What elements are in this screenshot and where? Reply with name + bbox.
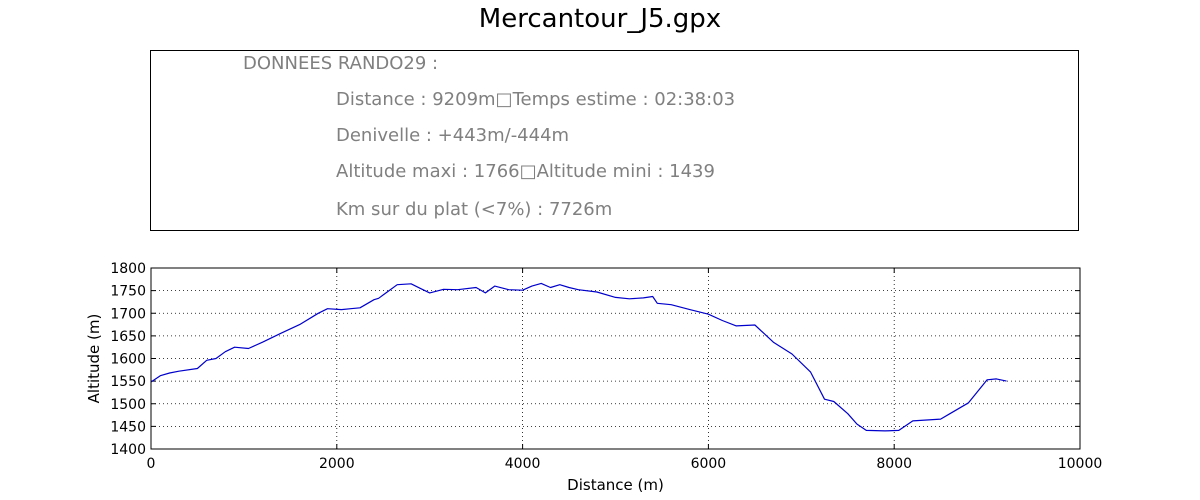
grid xyxy=(150,267,1081,450)
info-line-plat: Km sur du plat (<7%) : 7726m xyxy=(336,199,613,220)
y-tick-label: 1500 xyxy=(110,397,146,413)
y-tick-label: 1400 xyxy=(110,442,146,458)
y-tick-label: 1550 xyxy=(110,374,146,390)
y-axis-label: Altitude (m) xyxy=(85,314,103,404)
y-tick-label: 1450 xyxy=(110,419,146,435)
x-tick-label: 10000 xyxy=(1058,456,1103,472)
chart-title: Mercantour_J5.gpx xyxy=(478,4,722,34)
x-tick-label: 6000 xyxy=(691,456,727,472)
altitude-line xyxy=(150,282,1007,432)
info-line-distance: Distance : 9209m□Temps estime : 02:38:03 xyxy=(336,89,736,110)
x-tick-label: 2000 xyxy=(319,456,355,472)
x-tick-label: 8000 xyxy=(876,456,912,472)
plot-frame xyxy=(150,267,1081,450)
x-tick-label: 0 xyxy=(147,456,156,472)
y-tick-label: 1700 xyxy=(110,306,146,322)
y-tick-label: 1600 xyxy=(110,352,146,368)
ticks: 0 2000 4000 6000 8000 10000 1400 1450 1500 1550 16… xyxy=(110,261,1102,472)
y-tick-label: 1650 xyxy=(110,329,146,345)
x-axis-label: Distance (m) xyxy=(567,476,664,494)
info-line-altitude: Altitude maxi : 1766□Altitude mini : 143… xyxy=(336,161,715,182)
series xyxy=(150,282,1007,432)
y-tick-label: 1750 xyxy=(110,284,146,300)
info-line-denivelle: Denivelle : +443m/-444m xyxy=(336,125,570,146)
x-tick-label: 4000 xyxy=(505,456,541,472)
info-header: DONNEES RANDO29 : xyxy=(243,53,439,74)
info-panel: DONNEES RANDO29 : Distance : 9209m□Temps… xyxy=(150,50,1079,231)
y-tick-label: 1800 xyxy=(110,261,146,277)
